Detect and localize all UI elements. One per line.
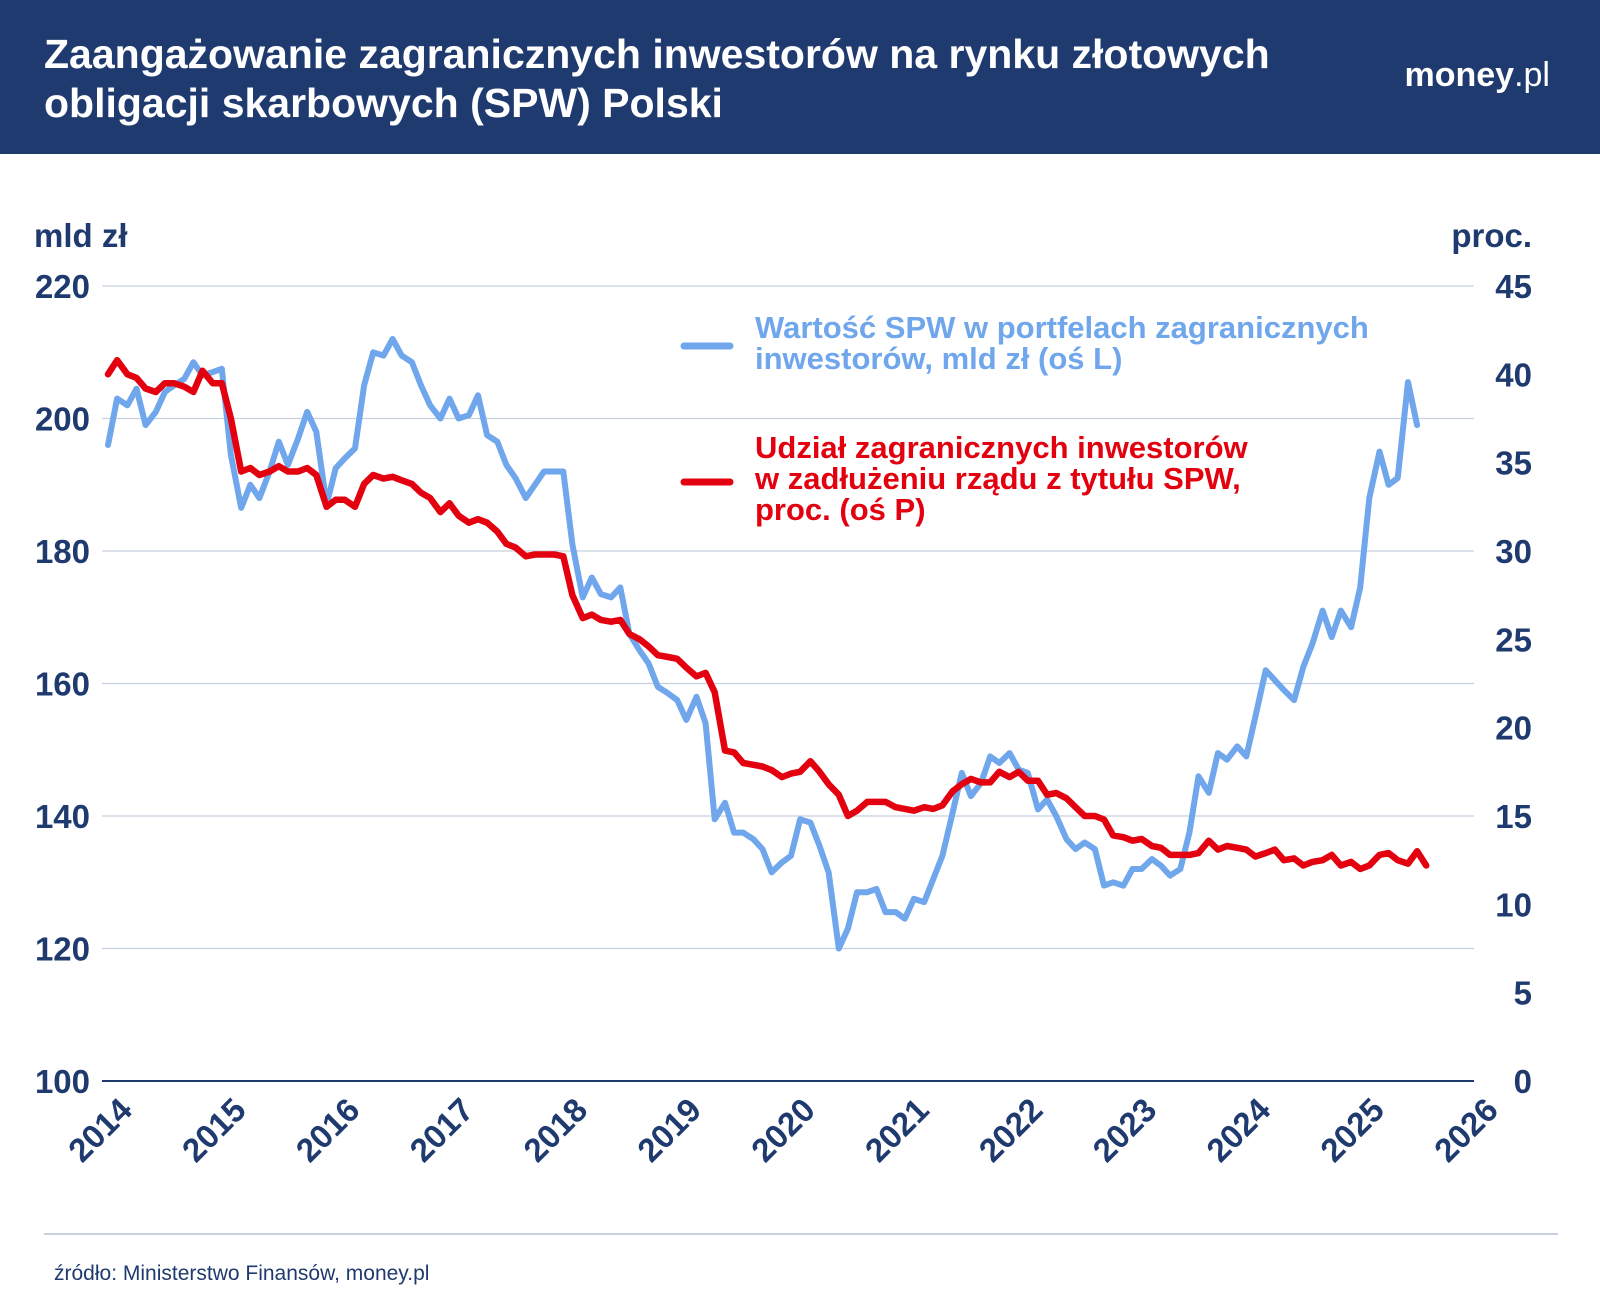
legend: Wartość SPW w portfelach zagranicznychin… [680, 310, 1369, 527]
right-tick-label: 40 [1495, 356, 1532, 393]
right-tick-label: 10 [1495, 886, 1532, 923]
right-tick-label: 0 [1514, 1063, 1532, 1100]
left-tick-label: 140 [35, 798, 90, 835]
x-tick-label: 2015 [175, 1091, 253, 1169]
x-tick-label: 2020 [744, 1091, 822, 1169]
x-tick-label: 2024 [1199, 1090, 1278, 1169]
footer-divider [44, 1233, 1558, 1235]
legend-label: inwestorów, mld zł (oś L) [755, 341, 1122, 376]
source-note: źródło: Ministerstwo Finansów, money.pl [54, 1262, 430, 1285]
chart-title: Zaangażowanie zagranicznych inwestorów n… [44, 31, 1270, 126]
x-tick-label: 2022 [972, 1091, 1050, 1169]
red-series-line [104, 356, 1430, 873]
x-tick-label: 2014 [61, 1090, 140, 1169]
legend-label: w zadłużeniu rządu z tytułu SPW, [754, 461, 1241, 496]
series-lines [104, 336, 1430, 952]
legend-label: Udział zagranicznych inwestorów [755, 430, 1249, 465]
left-tick-label: 180 [35, 533, 90, 570]
line-chart: mld zł proc. 100 120 140 160 180 200 220 0 5 10 1… [34, 217, 1532, 1169]
x-tick-label: 2019 [630, 1091, 708, 1169]
gridlines [102, 285, 1474, 1082]
x-tick-label: 2021 [858, 1091, 936, 1169]
x-tick-label: 2026 [1427, 1091, 1505, 1169]
right-tick-label: 25 [1495, 621, 1532, 658]
right-tick-label: 5 [1514, 975, 1532, 1012]
left-tick-label: 120 [35, 931, 90, 968]
brand-domain: .pl [1514, 56, 1550, 94]
left-axis-title: mld zł [34, 217, 128, 254]
left-tick-label: 100 [35, 1063, 90, 1100]
brand-name: money [1404, 56, 1515, 94]
right-tick-label: 35 [1495, 445, 1532, 482]
legend-label: Wartość SPW w portfelach zagranicznych [755, 310, 1369, 345]
right-axis-ticks: 0 5 10 15 20 25 30 35 40 45 [1495, 268, 1532, 1100]
right-tick-label: 30 [1495, 533, 1532, 570]
right-axis-title: proc. [1451, 217, 1532, 254]
right-tick-label: 15 [1495, 798, 1532, 835]
x-tick-label: 2016 [289, 1091, 367, 1169]
right-tick-label: 45 [1495, 268, 1532, 305]
x-tick-label: 2025 [1313, 1091, 1391, 1169]
left-tick-label: 200 [35, 401, 90, 438]
left-tick-label: 220 [35, 268, 90, 305]
right-tick-label: 20 [1495, 710, 1532, 747]
x-axis-ticks: 2014 2015 2016 2017 2018 2019 2020 2021 2022 2023… [61, 1090, 1505, 1169]
legend-label: proc. (oś P) [755, 492, 926, 527]
left-axis-ticks: 100 120 140 160 180 200 220 [35, 268, 90, 1100]
left-tick-label: 160 [35, 666, 90, 703]
brand-logo: money.pl [1404, 56, 1550, 95]
x-tick-label: 2018 [516, 1091, 594, 1169]
header-bar: Zaangażowanie zagranicznych inwestorów n… [0, 0, 1600, 154]
x-tick-label: 2023 [1085, 1091, 1163, 1169]
x-tick-label: 2017 [402, 1091, 480, 1169]
